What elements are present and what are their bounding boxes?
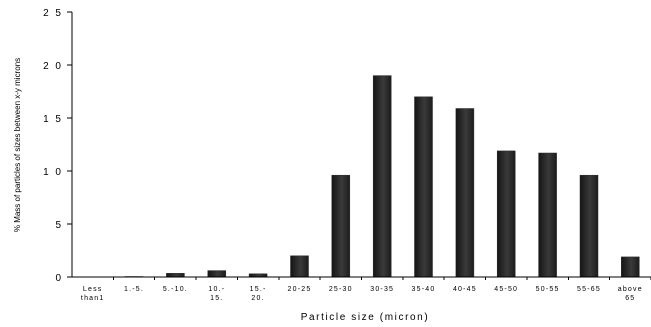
y-tick-label: 2 5 xyxy=(43,8,63,19)
bar xyxy=(538,152,557,278)
y-tick-label: 1 5 xyxy=(43,114,63,125)
bar xyxy=(496,150,516,278)
x-tick-label-line: Less xyxy=(83,286,103,293)
x-tick-label-line: 40-45 xyxy=(453,286,477,293)
y-tick-label: 5 xyxy=(55,220,63,231)
y-ticks-layer: 0 5 1 0 1 5 2 0 2 5 xyxy=(43,8,72,284)
x-tick-label-line: 45-50 xyxy=(494,286,518,293)
bar xyxy=(331,174,351,278)
x-tick-label: 1.-5. xyxy=(124,286,144,293)
x-tick-label: 20-25 xyxy=(288,286,312,293)
x-tick-label: Less than1 xyxy=(81,286,105,302)
bar xyxy=(290,255,309,278)
x-ticks-layer: Less than1 1.-5. 5.-10. 10.- 15. 15.- 20. 20-25 2… xyxy=(81,277,651,302)
bar xyxy=(166,273,185,278)
x-tick-label-line: than1 xyxy=(81,295,105,302)
bar xyxy=(621,256,640,278)
x-tick-label: 10.- 15. xyxy=(208,286,225,302)
y-tick-label: 2 0 xyxy=(43,61,63,72)
x-tick-label-line: 1.-5. xyxy=(124,286,144,293)
x-tick-label: 50-55 xyxy=(536,286,560,293)
x-tick-label: 55-65 xyxy=(577,286,601,293)
y-tick-label: 0 xyxy=(55,273,63,284)
x-tick-label-line: 50-55 xyxy=(536,286,560,293)
x-tick-label-line: 10.- xyxy=(208,286,225,293)
y-axis-label: % Mass of particles of sizes between x-y… xyxy=(13,58,22,232)
bar xyxy=(207,270,227,278)
x-tick-label-line: 55-65 xyxy=(577,286,601,293)
axes-layer xyxy=(71,12,651,278)
x-tick-label: 45-50 xyxy=(494,286,518,293)
x-tick-label: 35-40 xyxy=(412,286,436,293)
x-tick-label-line: 5.-10. xyxy=(163,286,188,293)
x-tick-label-line: 20-25 xyxy=(288,286,312,293)
x-tick-label-line: 65 xyxy=(625,295,635,302)
x-tick-label: 30-35 xyxy=(370,286,394,293)
x-tick-label-line: 15. xyxy=(210,295,223,302)
y-tick-label: 1 0 xyxy=(43,167,63,178)
x-tick-label-line: 35-40 xyxy=(412,286,436,293)
bars-layer xyxy=(124,75,640,278)
x-tick-label-line: 25-30 xyxy=(329,286,353,293)
x-tick-label: 40-45 xyxy=(453,286,477,293)
x-axis-label: Particle size (micron) xyxy=(301,312,430,323)
bar xyxy=(414,96,433,278)
x-tick-label-line: above xyxy=(618,286,643,293)
x-tick-label: above 65 xyxy=(618,286,643,302)
bar xyxy=(455,108,475,278)
x-tick-label: 5.-10. xyxy=(163,286,188,293)
x-tick-label-line: 15.- xyxy=(250,286,267,293)
x-tick-label: 15.- 20. xyxy=(250,286,267,302)
bar xyxy=(579,174,599,278)
x-tick-label-line: 30-35 xyxy=(370,286,394,293)
x-tick-label-line: 20. xyxy=(251,295,264,302)
bar xyxy=(372,75,392,278)
x-tick-label: 25-30 xyxy=(329,286,353,293)
